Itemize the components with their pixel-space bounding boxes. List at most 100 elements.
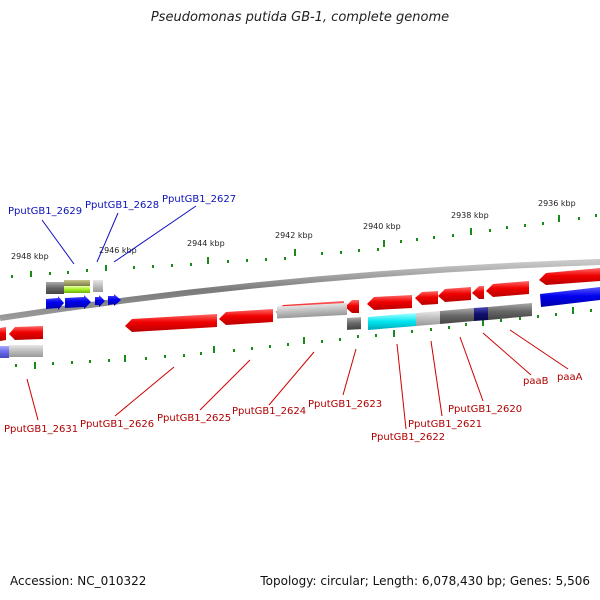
scale-tick [284,257,286,260]
scale-tick [269,345,271,348]
scale-tick [105,265,107,271]
gene-label-PputGB1_2624[interactable]: PputGB1_2624 [232,406,306,417]
scale-tick [506,226,508,229]
feature-box[interactable] [440,308,474,324]
lower-scale-ticks [15,307,592,369]
scale-tick [400,240,402,243]
gene-arrow-PputGB1_2621[interactable] [415,291,438,305]
scale-tick [489,229,491,232]
scale-tick [416,238,418,241]
reverse-strand-features [0,268,600,358]
leader-line [199,359,251,411]
feature-box[interactable] [488,303,532,320]
scale-tick [227,260,229,263]
gene-label-PputGB1_2621[interactable]: PputGB1_2621 [408,419,482,430]
gene-arrow-paaA[interactable] [486,281,529,297]
scale-tick [30,271,32,277]
gene-label-PputGB1_2631[interactable]: PputGB1_2631 [4,424,78,435]
gene-label-PputGB1_2626[interactable]: PputGB1_2626 [80,419,154,430]
feature-box[interactable] [416,311,440,326]
gene-label-PputGB1_2622[interactable]: PputGB1_2622 [371,432,445,443]
scale-tick [11,275,13,278]
scale-label: 2948 kbp [11,252,49,261]
feature-box[interactable] [93,280,103,292]
scale-tick [595,214,597,217]
scale-tick [183,354,185,357]
topology-text: Topology: circular; Length: 6,078,430 bp… [260,574,590,588]
gene-arrow-paaB[interactable] [472,286,484,299]
gene-arrow-PputGB1_2631[interactable] [0,327,6,341]
scale-tick [164,355,166,358]
scale-tick [200,352,202,355]
leader-line [268,351,315,406]
gene-arrow-PputGB1_2622[interactable] [367,295,412,310]
feature-box[interactable] [368,313,416,330]
scale-label: 2946 kbp [99,246,137,255]
gene-label-PputGB1_2625[interactable]: PputGB1_2625 [157,413,231,424]
bottom-gene-labels: PputGB1_2631 PputGB1_2626 PputGB1_2625 P… [4,372,583,443]
feature-box[interactable] [0,346,9,358]
feature-box[interactable] [474,307,488,321]
gene-arrow-PputGB1_2625[interactable] [219,309,273,325]
feature-box[interactable] [347,317,361,330]
feature-box[interactable] [9,345,43,357]
feature-box[interactable] [46,282,64,294]
scale-tick [89,360,91,363]
scale-label: 2942 kbp [275,231,313,240]
gene-label-PputGB1_2620[interactable]: PputGB1_2620 [448,404,522,415]
leader-line [26,378,39,421]
feature-box[interactable] [64,286,90,293]
scale-tick [411,330,413,333]
scale-tick [452,234,454,237]
gene-label-PputGB1_2627[interactable]: PputGB1_2627 [162,194,236,205]
top-gene-labels: PputGB1_2629 PputGB1_2628 PputGB1_2627 [8,194,236,217]
gene-arrow-PputGB1_2631b[interactable] [9,326,43,340]
scale-tick [448,326,450,329]
scale-tick [430,328,432,331]
scale-tick [383,240,385,247]
scale-tick [524,224,526,227]
upper-scale-ticks [11,214,597,278]
gene-arrow-PputGB1_2629[interactable] [46,296,64,310]
scale-tick [287,343,289,346]
gene-arrow-PputGB1_2620[interactable] [438,287,471,302]
gene-arrow-PputGB1_2628[interactable] [65,295,91,309]
scale-tick [190,263,192,266]
gene-arrow-PputGB1_2627[interactable] [95,295,105,307]
scale-tick [470,228,472,235]
gene-label-paaB[interactable]: paaB [523,376,549,387]
scale-tick [246,259,248,262]
top-label-leaders [41,205,197,265]
gene-label-PputGB1_2628[interactable]: PputGB1_2628 [85,200,159,211]
scale-tick [590,309,592,312]
feature-box[interactable] [277,302,347,319]
scale-tick [542,222,544,225]
scale-tick [358,249,360,252]
gene-arrow-PputGB1_2623[interactable] [345,300,359,313]
gene-label-paaA[interactable]: paaA [557,372,583,383]
gene-arrow-reverse-right[interactable] [539,268,600,285]
scale-tick [34,362,36,369]
gene-arrow-PputGB1_2626[interactable] [125,314,217,332]
scale-tick [86,269,88,272]
scale-label: 2940 kbp [363,222,401,231]
scale-tick [71,361,73,364]
leader-line [114,366,175,417]
scale-tick [357,335,359,338]
gene-label-PputGB1_2623[interactable]: PputGB1_2623 [308,399,382,410]
gene-arrow-forward-right[interactable] [540,287,600,307]
scale-tick [339,338,341,341]
leader-line [482,332,532,376]
gene-arrow-forward-small[interactable] [108,294,121,306]
scale-tick [133,266,135,269]
feature-box[interactable] [64,280,90,287]
scale-tick [558,215,560,222]
scale-tick [15,364,17,367]
scale-tick [377,248,379,251]
gene-label-PputGB1_2629[interactable]: PputGB1_2629 [8,206,82,217]
scale-tick [303,337,305,344]
genome-title: Pseudomonas putida GB-1, complete genome [150,10,450,25]
scale-tick [207,257,209,264]
scale-tick [145,357,147,360]
